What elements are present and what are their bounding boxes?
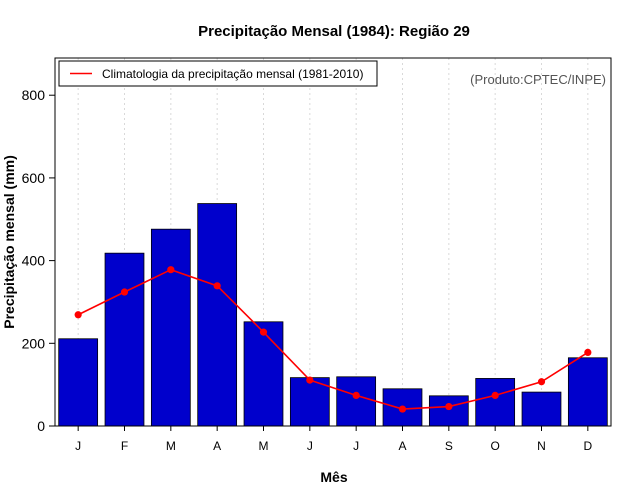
- bar-12: [567, 357, 608, 427]
- y-tick-label: 800: [22, 87, 46, 103]
- x-tick-label: O: [490, 439, 499, 453]
- bar-7: [336, 376, 377, 427]
- bar-4: [197, 203, 238, 427]
- climatology-point-12: [584, 348, 592, 356]
- bar-2: [104, 252, 145, 427]
- bar-9: [428, 395, 469, 427]
- x-tick-label: M: [259, 439, 269, 453]
- climatology-point-9: [445, 402, 453, 411]
- y-axis-title: Precipitação mensal (mm): [1, 155, 17, 329]
- source-annotation: (Produto:CPTEC/INPE): [470, 72, 606, 87]
- y-tick-label: 600: [22, 170, 46, 186]
- x-tick-label: J: [353, 439, 359, 453]
- x-tick-label: J: [75, 439, 81, 453]
- y-axis: 0 200 400 600 800: [22, 87, 55, 434]
- x-tick-label: S: [445, 439, 453, 453]
- bar-11: [521, 391, 562, 427]
- x-tick-label: J: [307, 439, 313, 453]
- x-tick-label: D: [583, 439, 592, 453]
- climatology-point-6: [306, 376, 314, 384]
- y-tick-label: 400: [22, 253, 46, 269]
- x-tick-label: N: [537, 439, 546, 453]
- climatology-point-3: [167, 266, 175, 274]
- climatology-point-1: [74, 311, 82, 319]
- climatology-point-2: [120, 288, 129, 296]
- x-tick-label: M: [166, 439, 176, 453]
- climatology-point-4: [213, 282, 221, 290]
- x-tick-label: A: [398, 439, 406, 453]
- climatology-line: [74, 266, 592, 413]
- legend: Climatologia da precipitação mensal (198…: [58, 60, 378, 87]
- bar-5: [243, 321, 284, 427]
- climatology-point-8: [398, 405, 407, 413]
- climatology-point-10: [491, 391, 499, 399]
- bar-6: [289, 377, 330, 427]
- legend-label-climatology: Climatologia da precipitação mensal (198…: [102, 67, 363, 81]
- x-axis-title: Mês: [320, 469, 347, 485]
- x-tick-label: A: [213, 439, 221, 453]
- x-tick-label: F: [121, 439, 128, 453]
- chart-title: Precipitação Mensal (1984): Região 29: [198, 23, 470, 40]
- climatology-point-7: [352, 391, 360, 399]
- plot-frame: [54, 57, 612, 427]
- bars: [58, 203, 608, 427]
- legend-box: [58, 60, 378, 87]
- bar-3: [150, 228, 191, 427]
- climatology-point-5: [259, 328, 268, 336]
- climatology-polyline: [77, 268, 589, 410]
- bar-1: [58, 338, 99, 427]
- y-tick-label: 200: [22, 335, 46, 351]
- bar-10: [475, 378, 516, 427]
- y-tick-label: 0: [37, 418, 45, 434]
- climatology-point-11: [537, 378, 546, 386]
